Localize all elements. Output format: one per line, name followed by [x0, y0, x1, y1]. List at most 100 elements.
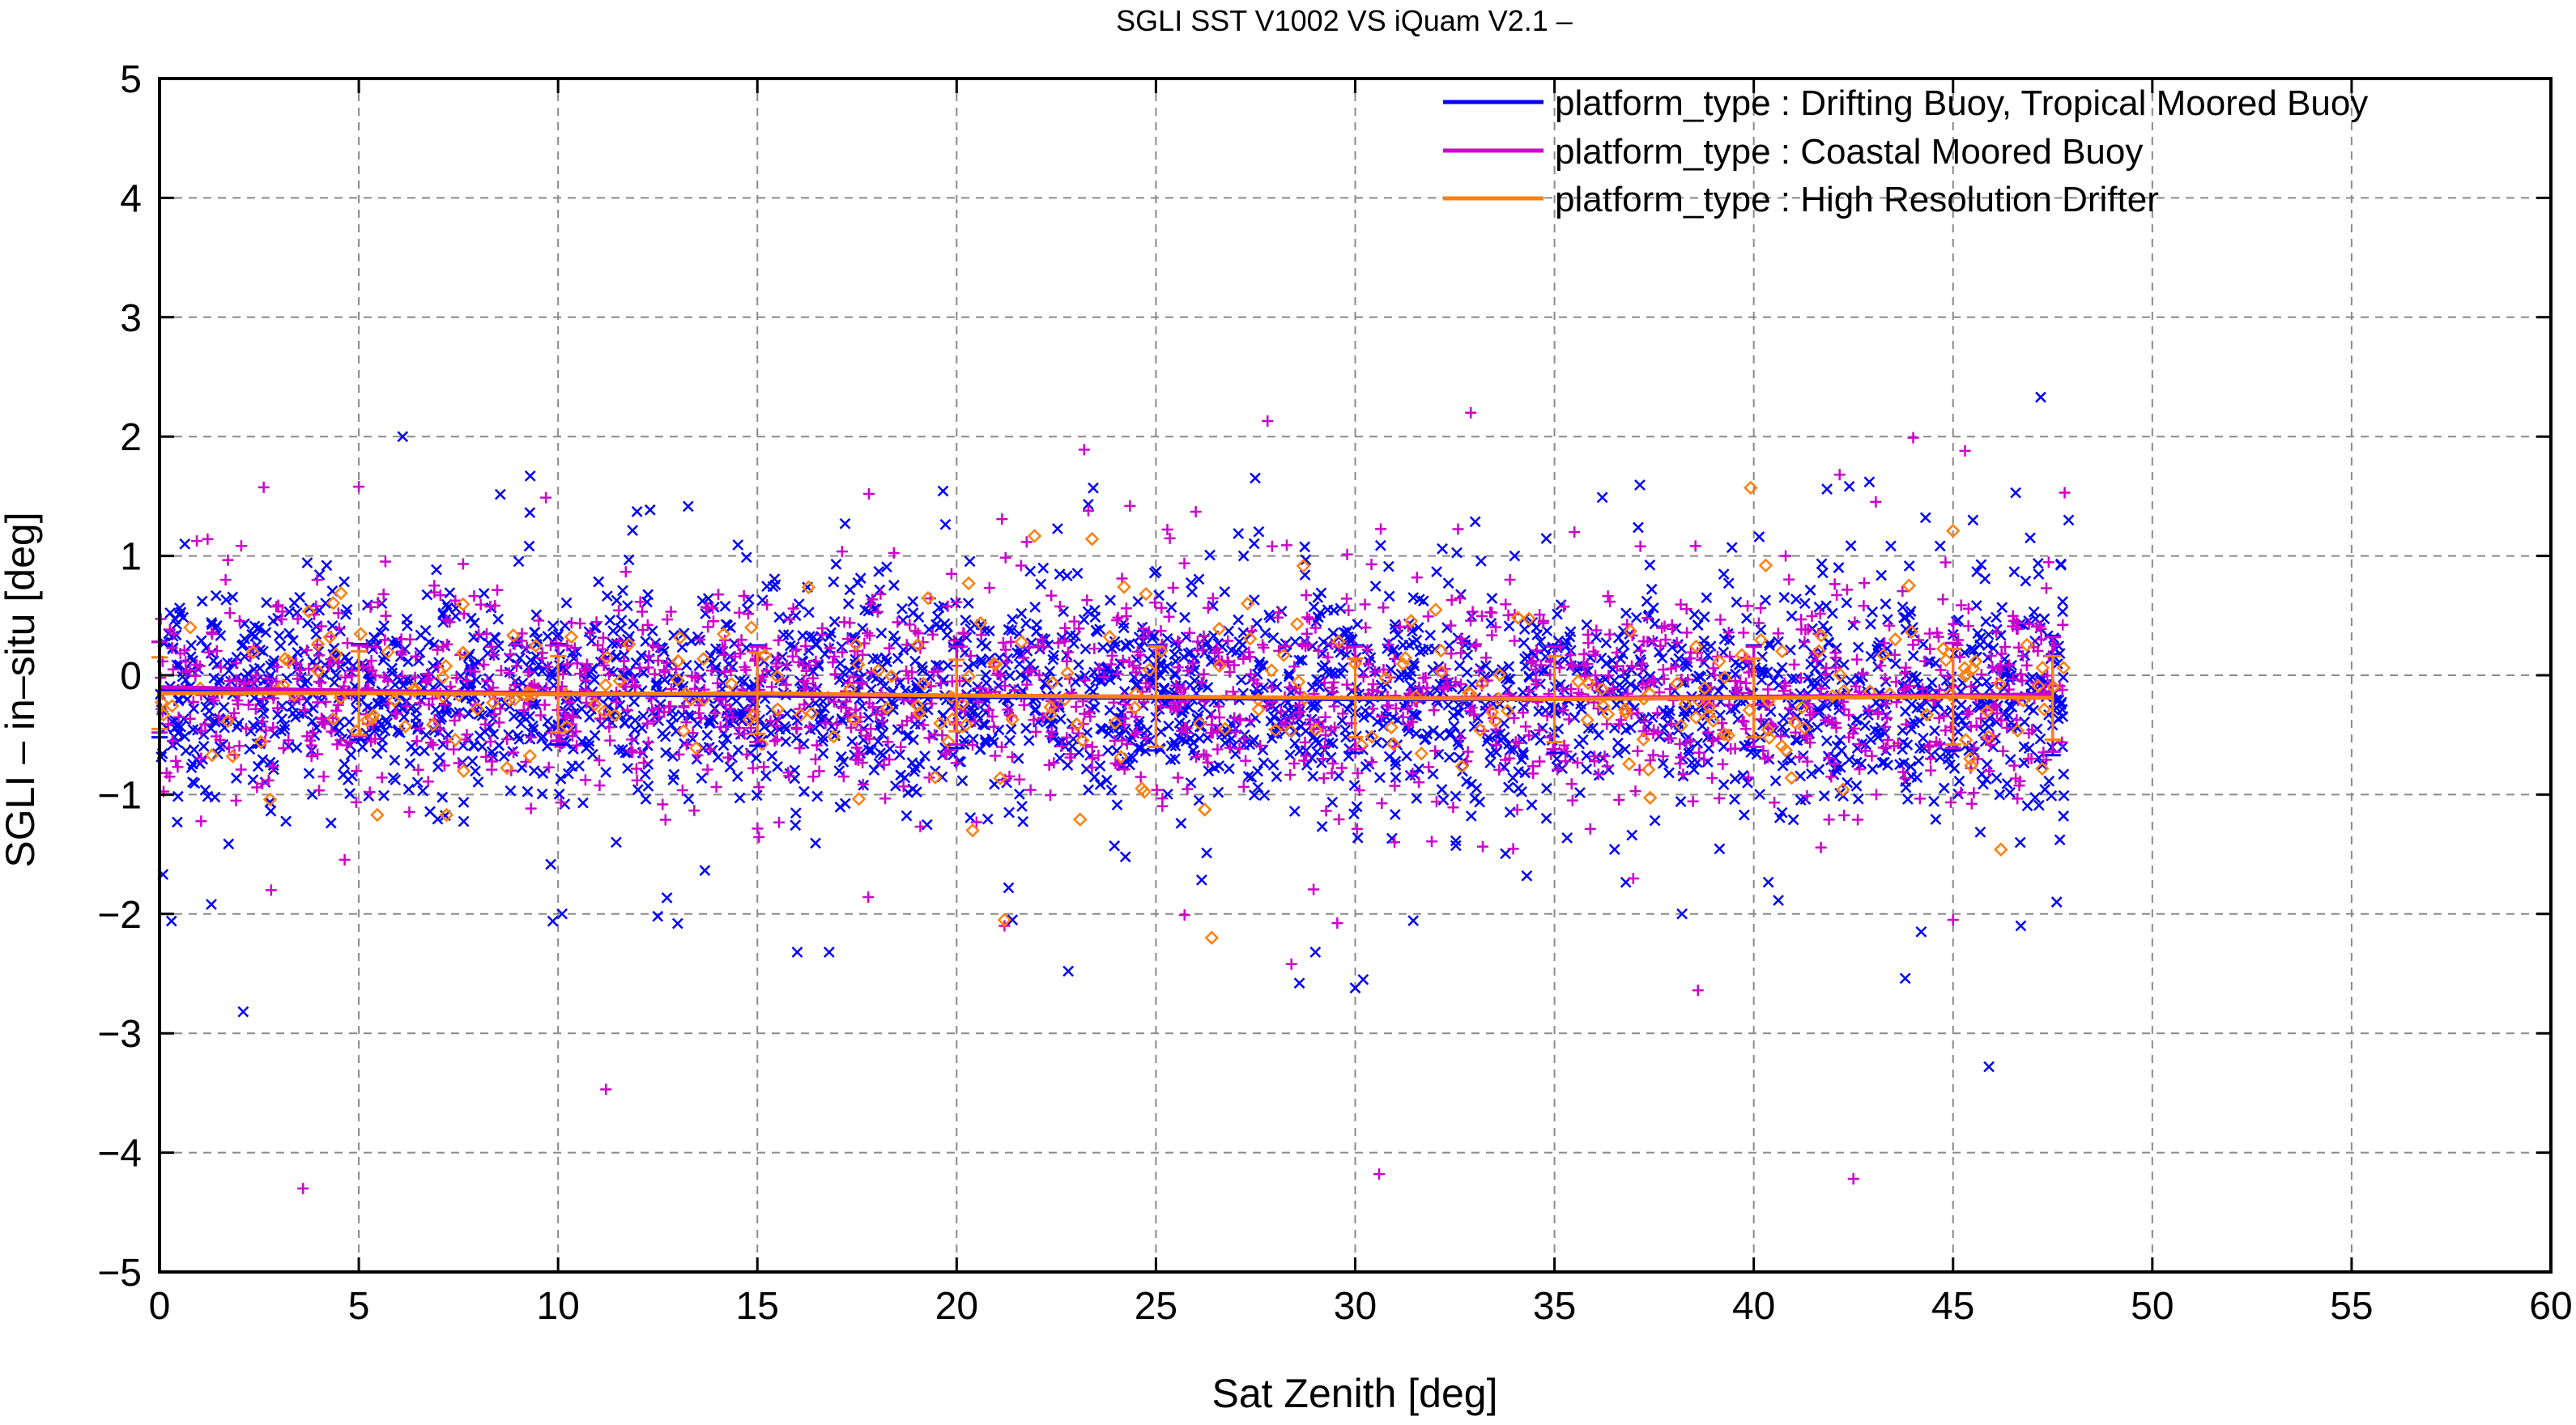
- scatter-point-drifting-buoy: [892, 724, 904, 735]
- scatter-point-coastal-moored-buoy: [1484, 606, 1497, 619]
- scatter-point-drifting-buoy: [659, 730, 671, 742]
- scatter-point-drifting-buoy: [249, 630, 261, 642]
- scatter-point-drifting-buoy: [1688, 764, 1700, 776]
- scatter-point-hrd: [564, 629, 579, 644]
- scatter-point-drifting-buoy: [1083, 784, 1094, 796]
- scatter-point-coastal-moored-buoy: [1823, 752, 1835, 764]
- scatter-point-drifting-buoy: [273, 630, 285, 642]
- scatter-point-drifting-buoy: [303, 768, 315, 780]
- scatter-point-coastal-moored-buoy: [1205, 727, 1217, 739]
- scatter-point-coastal-moored-buoy: [224, 607, 236, 619]
- scatter-point-hrd: [1045, 675, 1060, 691]
- scatter-point-drifting-buoy: [188, 703, 200, 715]
- scatter-point-drifting-buoy: [1371, 736, 1382, 748]
- scatter-point-drifting-buoy: [178, 712, 189, 725]
- scatter-point-drifting-buoy: [979, 719, 991, 731]
- scatter-point-coastal-moored-buoy: [1729, 675, 1741, 687]
- scatter-point-coastal-moored-buoy: [1320, 805, 1332, 817]
- scatter-point-hrd: [973, 615, 988, 631]
- scatter-point-drifting-buoy: [1910, 671, 1922, 683]
- scatter-point-drifting-buoy: [1006, 624, 1017, 636]
- scatter-point-drifting-buoy: [187, 724, 199, 735]
- scatter-point-coastal-moored-buoy: [1955, 599, 1967, 611]
- scatter-point-coastal-moored-buoy: [1995, 648, 2008, 660]
- scatter-point-drifting-buoy: [1764, 640, 1776, 652]
- scatter-point-drifting-buoy: [1283, 668, 1295, 680]
- scatter-point-hrd: [1904, 624, 1918, 640]
- scatter-point-drifting-buoy: [1494, 699, 1506, 710]
- scatter-point-coastal-moored-buoy: [1820, 668, 1832, 680]
- scatter-point-coastal-moored-buoy: [485, 640, 497, 653]
- scatter-point-drifting-buoy: [839, 517, 851, 530]
- scatter-point-drifting-buoy: [1448, 721, 1460, 732]
- scatter-point-drifting-buoy: [1644, 559, 1656, 571]
- scatter-point-coastal-moored-buoy: [166, 735, 178, 747]
- scatter-point-hrd: [1296, 559, 1311, 573]
- scatter-point-coastal-moored-buoy: [1682, 674, 1694, 686]
- scatter-point-drifting-buoy: [179, 538, 191, 550]
- scatter-point-drifting-buoy: [644, 504, 656, 516]
- scatter-point-coastal-moored-buoy: [2026, 724, 2038, 736]
- scatter-point-coastal-moored-buoy: [945, 568, 957, 580]
- scatter-point-drifting-buoy: [1521, 870, 1533, 882]
- scatter-point-drifting-buoy: [1714, 843, 1726, 855]
- scatter-point-drifting-buoy: [327, 649, 338, 661]
- scatter-point-drifting-buoy: [1431, 566, 1442, 578]
- scatter-point-coastal-moored-buoy: [594, 780, 606, 792]
- scatter-point-hrd: [1939, 653, 1953, 667]
- scatter-point-hrd: [1522, 611, 1536, 626]
- scatter-point-hrd: [1980, 704, 1995, 719]
- scatter-point-coastal-moored-buoy: [597, 632, 609, 644]
- scatter-point-coastal-moored-buoy: [1937, 593, 1949, 606]
- scatter-point-drifting-buoy: [717, 739, 730, 751]
- scatter-point-coastal-moored-buoy: [1490, 738, 1502, 751]
- scatter-point-drifting-buoy: [1984, 683, 1995, 695]
- scatter-point-drifting-buoy: [1421, 728, 1433, 740]
- scatter-point-drifting-buoy: [267, 615, 279, 627]
- scatter-point-hrd: [1758, 558, 1773, 573]
- scatter-point-drifting-buoy: [492, 640, 505, 652]
- scatter-point-coastal-moored-buoy: [1206, 711, 1218, 723]
- scatter-point-coastal-moored-buoy: [1997, 745, 2009, 757]
- scatter-point-coastal-moored-buoy: [350, 796, 362, 808]
- scatter-point-drifting-buoy: [1646, 583, 1658, 595]
- scatter-point-coastal-moored-buoy: [1187, 657, 1199, 670]
- scatter-point-drifting-buoy: [668, 629, 679, 641]
- scatter-point-hrd: [910, 637, 926, 653]
- scatter-point-coastal-moored-buoy: [1155, 625, 1167, 637]
- scatter-point-drifting-buoy: [2053, 694, 2065, 706]
- scatter-point-drifting-buoy: [1531, 629, 1543, 640]
- scatter-point-coastal-moored-buoy: [1587, 645, 1599, 657]
- scatter-point-drifting-buoy: [756, 594, 769, 606]
- scatter-point-coastal-moored-buoy: [1233, 742, 1245, 755]
- scatter-point-coastal-moored-buoy: [717, 641, 729, 653]
- scatter-point-coastal-moored-buoy: [875, 588, 887, 600]
- scatter-point-drifting-buoy: [241, 668, 253, 679]
- scatter-point-drifting-buoy: [909, 655, 921, 667]
- scatter-point-drifting-buoy: [372, 699, 384, 711]
- scatter-point-coastal-moored-buoy: [719, 634, 731, 646]
- scatter-point-drifting-buoy: [1193, 794, 1205, 806]
- scatter-point-coastal-moored-buoy: [912, 627, 924, 640]
- scatter-point-drifting-buoy: [1996, 602, 2008, 614]
- scatter-point-drifting-buoy: [1777, 759, 1789, 772]
- scatter-point-coastal-moored-buoy: [305, 751, 317, 763]
- scatter-point-hrd: [528, 638, 543, 653]
- scatter-point-drifting-buoy: [2057, 606, 2068, 618]
- scatter-point-coastal-moored-buoy: [213, 712, 225, 724]
- scatter-point-drifting-buoy: [628, 695, 640, 708]
- scatter-point-coastal-moored-buoy: [1357, 671, 1369, 683]
- scatter-point-drifting-buoy: [553, 788, 565, 800]
- scatter-point-drifting-buoy: [1252, 765, 1263, 777]
- scatter-point-coastal-moored-buoy: [1109, 735, 1121, 747]
- scatter-point-drifting-buoy: [1020, 722, 1032, 734]
- scatter-point-coastal-moored-buoy: [784, 614, 796, 626]
- scatter-point-coastal-moored-buoy: [1604, 596, 1616, 608]
- scatter-point-coastal-moored-buoy: [228, 707, 241, 719]
- scatter-point-coastal-moored-buoy: [1742, 600, 1754, 612]
- x-tick-label: 0: [149, 1285, 171, 1328]
- scatter-point-coastal-moored-buoy: [565, 617, 577, 629]
- scatter-point-coastal-moored-buoy: [882, 736, 894, 748]
- scatter-point-drifting-buoy: [1729, 773, 1741, 785]
- scatter-point-drifting-buoy: [1821, 483, 1833, 495]
